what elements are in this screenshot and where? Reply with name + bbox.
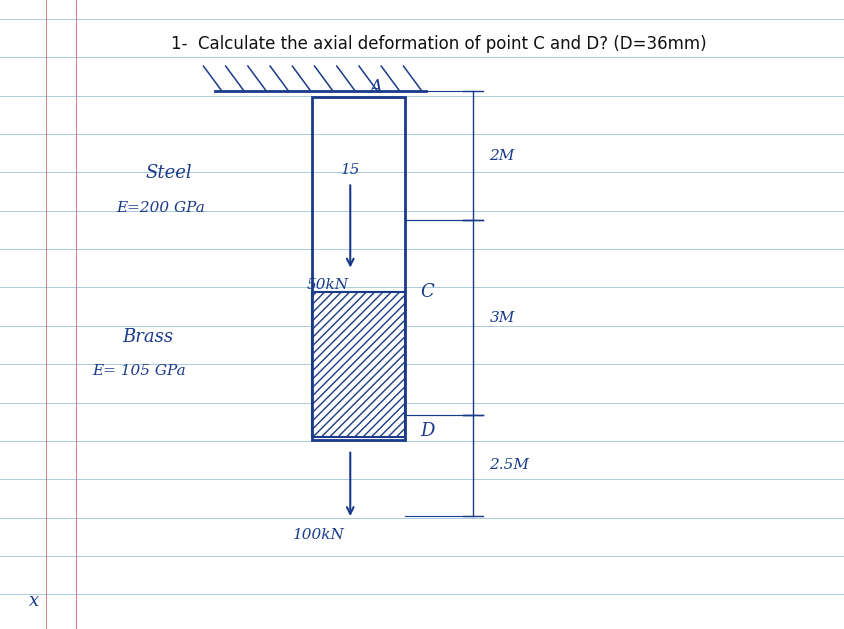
Text: D: D — [420, 422, 435, 440]
Text: 2.5M: 2.5M — [490, 459, 529, 472]
Text: E= 105 GPa: E= 105 GPa — [92, 364, 187, 378]
Text: 15: 15 — [340, 163, 360, 177]
Text: Brass: Brass — [122, 328, 173, 345]
Text: C: C — [420, 284, 434, 301]
Text: A: A — [369, 79, 382, 97]
Text: 50kN: 50kN — [306, 278, 349, 292]
Text: 3M: 3M — [490, 311, 515, 325]
Text: x: x — [29, 592, 39, 610]
Bar — [312, 97, 405, 440]
Text: 1-  Calculate the axial deformation of point C and D? (D=36mm): 1- Calculate the axial deformation of po… — [171, 35, 706, 53]
Text: E=200 GPa: E=200 GPa — [116, 201, 205, 214]
Text: Steel: Steel — [145, 164, 192, 182]
Text: 2M: 2M — [490, 149, 515, 163]
Text: 100kN: 100kN — [293, 528, 345, 542]
Bar — [312, 292, 405, 437]
